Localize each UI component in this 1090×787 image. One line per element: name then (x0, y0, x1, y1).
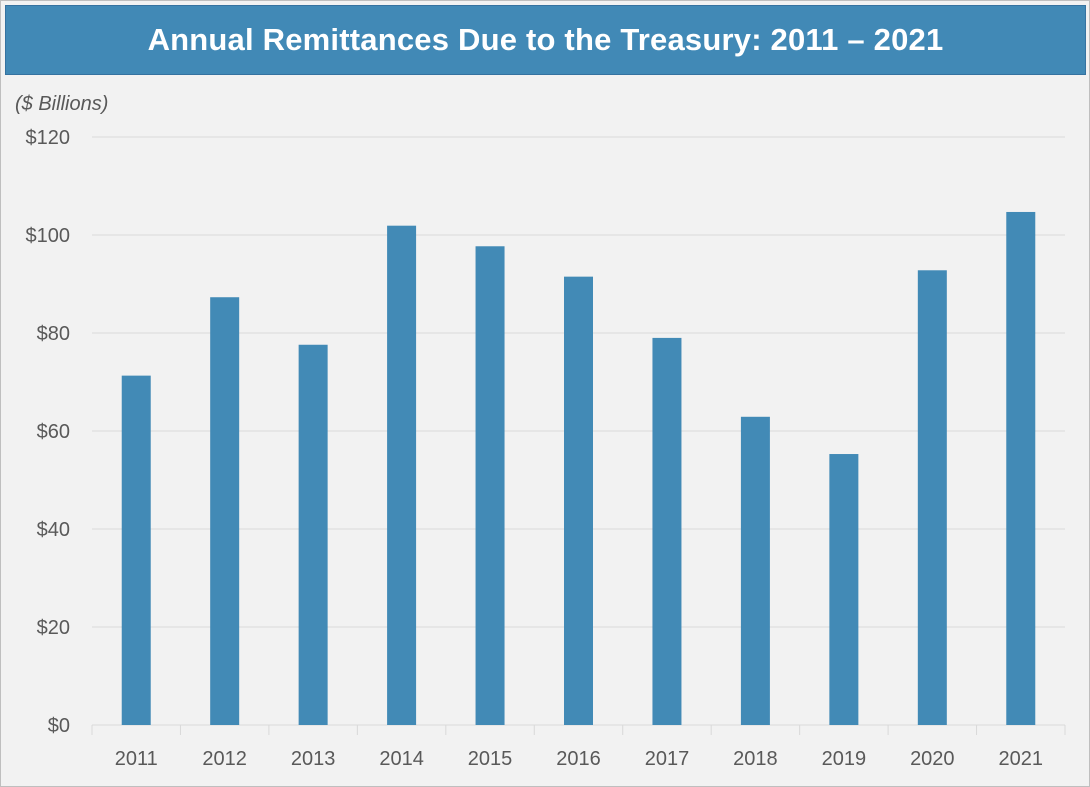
x-tick-label: 2012 (202, 748, 247, 770)
x-tick-label: 2013 (291, 748, 336, 770)
y-tick-label: $100 (26, 225, 71, 247)
x-tick-label: 2020 (910, 748, 955, 770)
bar-2018 (740, 416, 770, 725)
x-tick-label: 2016 (556, 748, 601, 770)
bar-2019 (829, 454, 859, 725)
y-tick-label: $80 (37, 323, 70, 345)
chart-title: Annual Remittances Due to the Treasury: … (147, 22, 944, 57)
bar-2020 (917, 270, 947, 725)
bar-2015 (475, 246, 505, 725)
x-tick-label: 2015 (468, 748, 513, 770)
bar-2021 (1006, 211, 1036, 726)
x-tick-label: 2017 (645, 748, 690, 770)
unit-label: ($ Billions) (15, 93, 109, 115)
bar-2011 (121, 375, 151, 725)
x-tick-label: 2018 (733, 748, 778, 770)
y-tick-label: $120 (26, 127, 71, 149)
y-tick-label: $20 (37, 617, 70, 639)
bar-2016 (564, 276, 593, 725)
x-tick-label: 2021 (999, 748, 1044, 770)
x-tick-label: 2019 (822, 748, 867, 770)
bar-2012 (210, 297, 240, 725)
title-bar: Annual Remittances Due to the Treasury: … (5, 5, 1086, 75)
bar-2014 (387, 225, 417, 725)
y-tick-label: $60 (37, 421, 70, 443)
x-tick-label: 2014 (379, 748, 424, 770)
y-tick-label: $40 (37, 519, 70, 541)
x-tick-label: 2011 (115, 748, 158, 770)
bar-2013 (298, 344, 328, 725)
y-tick-label: $0 (48, 715, 70, 737)
bar-2017 (652, 337, 682, 725)
